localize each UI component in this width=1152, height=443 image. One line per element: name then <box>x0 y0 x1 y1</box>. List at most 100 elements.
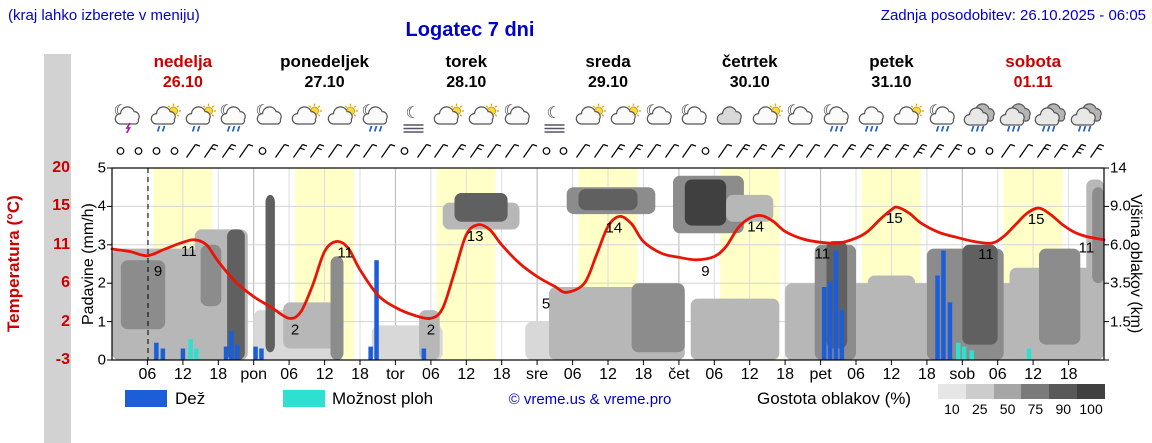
wind-cell <box>307 141 325 165</box>
svg-text:18: 18 <box>209 366 227 383</box>
svg-text:5: 5 <box>542 295 550 312</box>
wind-barb-icon <box>274 143 289 158</box>
wind-barb-icon <box>930 143 945 158</box>
wind-barb-icon <box>576 143 591 158</box>
wind-barb-icon <box>593 143 608 158</box>
wind-barb-icon <box>452 143 467 158</box>
wind-cell <box>661 141 679 165</box>
moon-cloud-icon: ☾ <box>645 103 672 125</box>
weather-icon-cell <box>1033 102 1068 134</box>
weather-icon-cell <box>962 102 997 134</box>
calm-wind-icon <box>258 147 267 155</box>
density-value: 90 <box>1055 401 1072 417</box>
wind-cell <box>147 141 165 165</box>
calm-wind-icon <box>701 147 710 155</box>
svg-text:06: 06 <box>139 366 157 383</box>
day-date: 30.10 <box>729 73 770 91</box>
wind-cell <box>1069 141 1087 165</box>
precip-tick: 0 <box>97 351 106 369</box>
wind-barb-icon <box>345 143 360 158</box>
rain-bars <box>154 250 953 360</box>
menu-hint: (kraj lahko izberete v meniju) <box>8 7 200 24</box>
wind-cell <box>112 141 130 165</box>
svg-text:18: 18 <box>776 366 794 383</box>
wind-cell <box>874 141 892 165</box>
wind-cell <box>413 141 431 165</box>
temperature-curve <box>110 205 1106 320</box>
cloud-height-axis-label: Višina oblakov (km) <box>1127 194 1144 334</box>
wind-cell <box>502 141 520 165</box>
svg-text:06: 06 <box>847 366 865 383</box>
svg-text:06: 06 <box>989 366 1007 383</box>
day-header-sreda: sreda 29.10 <box>537 52 679 96</box>
weather-icon-cell <box>714 103 749 134</box>
wind-cell <box>998 141 1016 165</box>
svg-text:06: 06 <box>280 366 298 383</box>
wind-cell <box>484 141 502 165</box>
cloud-density-legend-label: Gostota oblakov (%) <box>757 389 912 408</box>
day-name: sobota <box>1005 52 1062 71</box>
day-name: sreda <box>585 52 631 71</box>
wind-barb-icon <box>203 143 218 158</box>
shower-bars <box>188 338 1032 360</box>
sun-cloud-icon <box>610 103 642 125</box>
wind-cell <box>201 141 219 165</box>
day-header-ponedeljek: ponedeljek 27.10 <box>254 52 396 96</box>
wind-barb-icon <box>239 143 254 158</box>
wind-barb-icon <box>753 143 768 158</box>
cloud-height-tick: 9.0 <box>1110 197 1131 215</box>
wind-cell <box>342 141 360 165</box>
weather-icon-cell <box>147 103 182 134</box>
wind-cell <box>892 141 910 165</box>
cloud-height-tick: 3.5 <box>1110 274 1131 292</box>
clouds-rain-icon <box>1070 102 1102 132</box>
calm-wind-icon <box>400 147 409 155</box>
calm-wind-icon <box>134 147 143 155</box>
svg-text:12: 12 <box>174 366 192 383</box>
svg-text:12: 12 <box>599 366 617 383</box>
wind-barb-icon <box>1019 143 1034 158</box>
wind-cell <box>218 141 236 165</box>
svg-text:tor: tor <box>386 366 405 383</box>
wind-barb-icon <box>469 143 484 158</box>
svg-text:13: 13 <box>467 228 484 245</box>
temperature-tick: 20 <box>52 159 70 176</box>
sun-cloud-rain-icon <box>150 103 181 132</box>
wind-cell <box>360 141 378 165</box>
svg-text:12: 12 <box>883 366 901 383</box>
svg-text:11: 11 <box>181 243 197 260</box>
rain-legend-label: Dež <box>175 389 206 408</box>
svg-text:12: 12 <box>741 366 759 383</box>
day-date: 31.10 <box>871 73 912 91</box>
svg-text:pet: pet <box>809 366 832 383</box>
wind-barb-icon <box>629 143 644 158</box>
cloud-rain-icon <box>858 105 884 132</box>
left-axis-strip <box>44 54 71 443</box>
wind-cell <box>378 141 396 165</box>
page-title: Logatec 7 dni <box>405 19 535 41</box>
wind-barb-icon <box>788 143 803 158</box>
wind-cell <box>1051 141 1069 165</box>
weather-icon-cell <box>1068 102 1103 134</box>
calm-wind-icon <box>559 147 568 155</box>
wind-barb-icon <box>381 143 396 158</box>
calm-wind-icon <box>116 147 125 155</box>
svg-text:06: 06 <box>705 366 723 383</box>
moon-cloud-rain-icon: ☾ <box>220 103 247 132</box>
density-segment <box>1021 384 1050 399</box>
day-header-nedelja: nedelja 26.10 <box>112 52 254 96</box>
wind-cell <box>573 141 591 165</box>
moon-cloud-thunder-icon: ☾ <box>114 103 140 133</box>
wind-barb-icon <box>505 143 520 158</box>
wind-barb-icon <box>522 143 537 158</box>
wind-barb-icon <box>1036 143 1051 158</box>
svg-text:9: 9 <box>154 263 162 280</box>
wind-cell <box>537 141 555 165</box>
copyright-link[interactable]: © vreme.us & vreme.pro <box>508 391 672 408</box>
wind-cell <box>520 141 538 165</box>
wind-cell <box>289 141 307 165</box>
svg-text:☾: ☾ <box>547 105 561 122</box>
sun-cloud-rain-icon <box>185 103 216 132</box>
day-header-petek: petek 31.10 <box>821 52 963 96</box>
weather-icon-cell: ☾ <box>679 103 714 134</box>
